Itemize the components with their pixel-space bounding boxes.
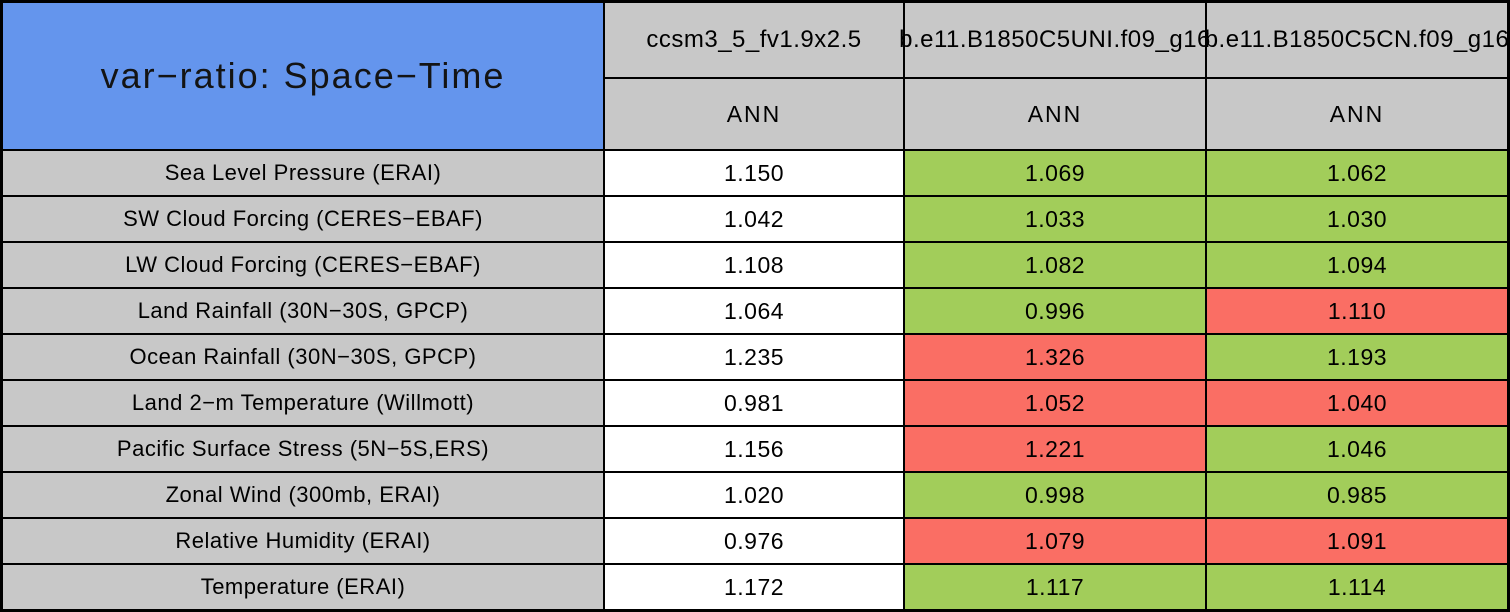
- value-cell: 1.062: [1207, 151, 1507, 195]
- value-text: 0.976: [723, 527, 785, 554]
- season-header-2: ANN: [905, 79, 1205, 149]
- model-column-header-1: ccsm3_5_fv1.9x2.5: [605, 3, 903, 77]
- model-name-label: b.e11.B1850C5CN.f09_g16: [1204, 26, 1510, 53]
- value-text: 0.998: [1024, 481, 1086, 508]
- value-cell: 1.046: [1207, 427, 1507, 471]
- value-text: 1.110: [1327, 297, 1387, 324]
- value-text: 1.082: [1024, 251, 1086, 278]
- value-text: 1.033: [1024, 205, 1086, 232]
- row-label-cell: Pacific Surface Stress (5N−5S,ERS): [3, 427, 603, 471]
- value-cell: 0.976: [605, 519, 903, 563]
- row-label: LW Cloud Forcing (CERES−EBAF): [125, 252, 481, 277]
- value-cell: 1.156: [605, 427, 903, 471]
- value-cell: 1.064: [605, 289, 903, 333]
- value-cell: 1.193: [1207, 335, 1507, 379]
- value-text: 1.150: [723, 159, 785, 186]
- model-name-label: ccsm3_5_fv1.9x2.5: [646, 26, 862, 53]
- row-label: SW Cloud Forcing (CERES−EBAF): [123, 206, 483, 231]
- row-label-cell: Land Rainfall (30N−30S, GPCP): [3, 289, 603, 333]
- value-text: 1.046: [1326, 435, 1388, 462]
- value-text: 1.052: [1024, 389, 1086, 416]
- value-cell: 1.079: [905, 519, 1205, 563]
- value-text: 1.114: [1327, 573, 1387, 600]
- value-cell: 1.069: [905, 151, 1205, 195]
- row-label: Land Rainfall (30N−30S, GPCP): [137, 298, 469, 323]
- season-header-1: ANN: [605, 79, 903, 149]
- value-cell: 0.996: [905, 289, 1205, 333]
- value-cell: 1.052: [905, 381, 1205, 425]
- value-cell: 1.091: [1207, 519, 1507, 563]
- value-cell: 1.094: [1207, 243, 1507, 287]
- model-column-header-3: b.e11.B1850C5CN.f09_g16: [1204, 3, 1510, 77]
- season-label: ANN: [1329, 100, 1385, 127]
- value-text: 1.193: [1326, 343, 1388, 370]
- value-cell: 1.082: [905, 243, 1205, 287]
- value-text: 1.040: [1326, 389, 1388, 416]
- value-cell: 1.110: [1207, 289, 1507, 333]
- value-cell: 1.020: [605, 473, 903, 517]
- value-text: 1.064: [723, 297, 785, 324]
- value-text: 1.235: [723, 343, 785, 370]
- value-text: 1.079: [1024, 527, 1086, 554]
- value-text: 1.172: [723, 573, 785, 600]
- table-title-cell: var−ratio: Space−Time: [3, 3, 603, 149]
- value-cell: 1.117: [905, 565, 1205, 609]
- value-cell: 1.114: [1207, 565, 1507, 609]
- value-text: 1.030: [1326, 205, 1388, 232]
- row-label: Ocean Rainfall (30N−30S, GPCP): [129, 344, 477, 369]
- row-label: Land 2−m Temperature (Willmott): [131, 390, 475, 415]
- value-cell: 1.030: [1207, 197, 1507, 241]
- value-text: 1.221: [1024, 435, 1086, 462]
- value-cell: 0.998: [905, 473, 1205, 517]
- season-label: ANN: [1027, 100, 1083, 127]
- row-label: Sea Level Pressure (ERAI): [164, 160, 442, 185]
- table-title: var−ratio: Space−Time: [100, 55, 506, 96]
- row-label-cell: SW Cloud Forcing (CERES−EBAF): [3, 197, 603, 241]
- value-text: 1.156: [723, 435, 785, 462]
- value-cell: 1.040: [1207, 381, 1507, 425]
- row-label: Pacific Surface Stress (5N−5S,ERS): [116, 436, 490, 461]
- value-text: 1.326: [1024, 343, 1086, 370]
- value-text: 1.069: [1024, 159, 1086, 186]
- row-label-cell: Relative Humidity (ERAI): [3, 519, 603, 563]
- value-text: 1.094: [1326, 251, 1388, 278]
- value-cell: 0.985: [1207, 473, 1507, 517]
- value-cell: 1.326: [905, 335, 1205, 379]
- value-text: 0.996: [1024, 297, 1086, 324]
- model-column-header-2: b.e11.B1850C5UNI.f09_g16: [899, 3, 1210, 77]
- value-text: 1.042: [723, 205, 785, 232]
- value-text: 1.062: [1326, 159, 1388, 186]
- model-name-label: b.e11.B1850C5UNI.f09_g16: [899, 26, 1211, 53]
- value-cell: 1.235: [605, 335, 903, 379]
- value-text: 1.117: [1025, 573, 1085, 600]
- row-label-cell: Land 2−m Temperature (Willmott): [3, 381, 603, 425]
- value-cell: 1.150: [605, 151, 903, 195]
- season-label: ANN: [726, 100, 782, 127]
- row-label: Zonal Wind (300mb, ERAI): [165, 482, 441, 507]
- value-cell: 1.108: [605, 243, 903, 287]
- value-text: 0.981: [723, 389, 785, 416]
- value-cell: 1.172: [605, 565, 903, 609]
- value-text: 1.020: [723, 481, 785, 508]
- row-label-cell: LW Cloud Forcing (CERES−EBAF): [3, 243, 603, 287]
- row-label: Relative Humidity (ERAI): [175, 528, 431, 553]
- value-cell: 1.042: [605, 197, 903, 241]
- value-text: 1.091: [1326, 527, 1388, 554]
- value-text: 1.108: [723, 251, 785, 278]
- row-label-cell: Zonal Wind (300mb, ERAI): [3, 473, 603, 517]
- value-cell: 1.033: [905, 197, 1205, 241]
- row-label-cell: Temperature (ERAI): [3, 565, 603, 609]
- row-label: Temperature (ERAI): [200, 574, 406, 599]
- season-header-3: ANN: [1207, 79, 1507, 149]
- row-label-cell: Sea Level Pressure (ERAI): [3, 151, 603, 195]
- value-cell: 1.221: [905, 427, 1205, 471]
- value-text: 0.985: [1326, 481, 1388, 508]
- row-label-cell: Ocean Rainfall (30N−30S, GPCP): [3, 335, 603, 379]
- value-cell: 0.981: [605, 381, 903, 425]
